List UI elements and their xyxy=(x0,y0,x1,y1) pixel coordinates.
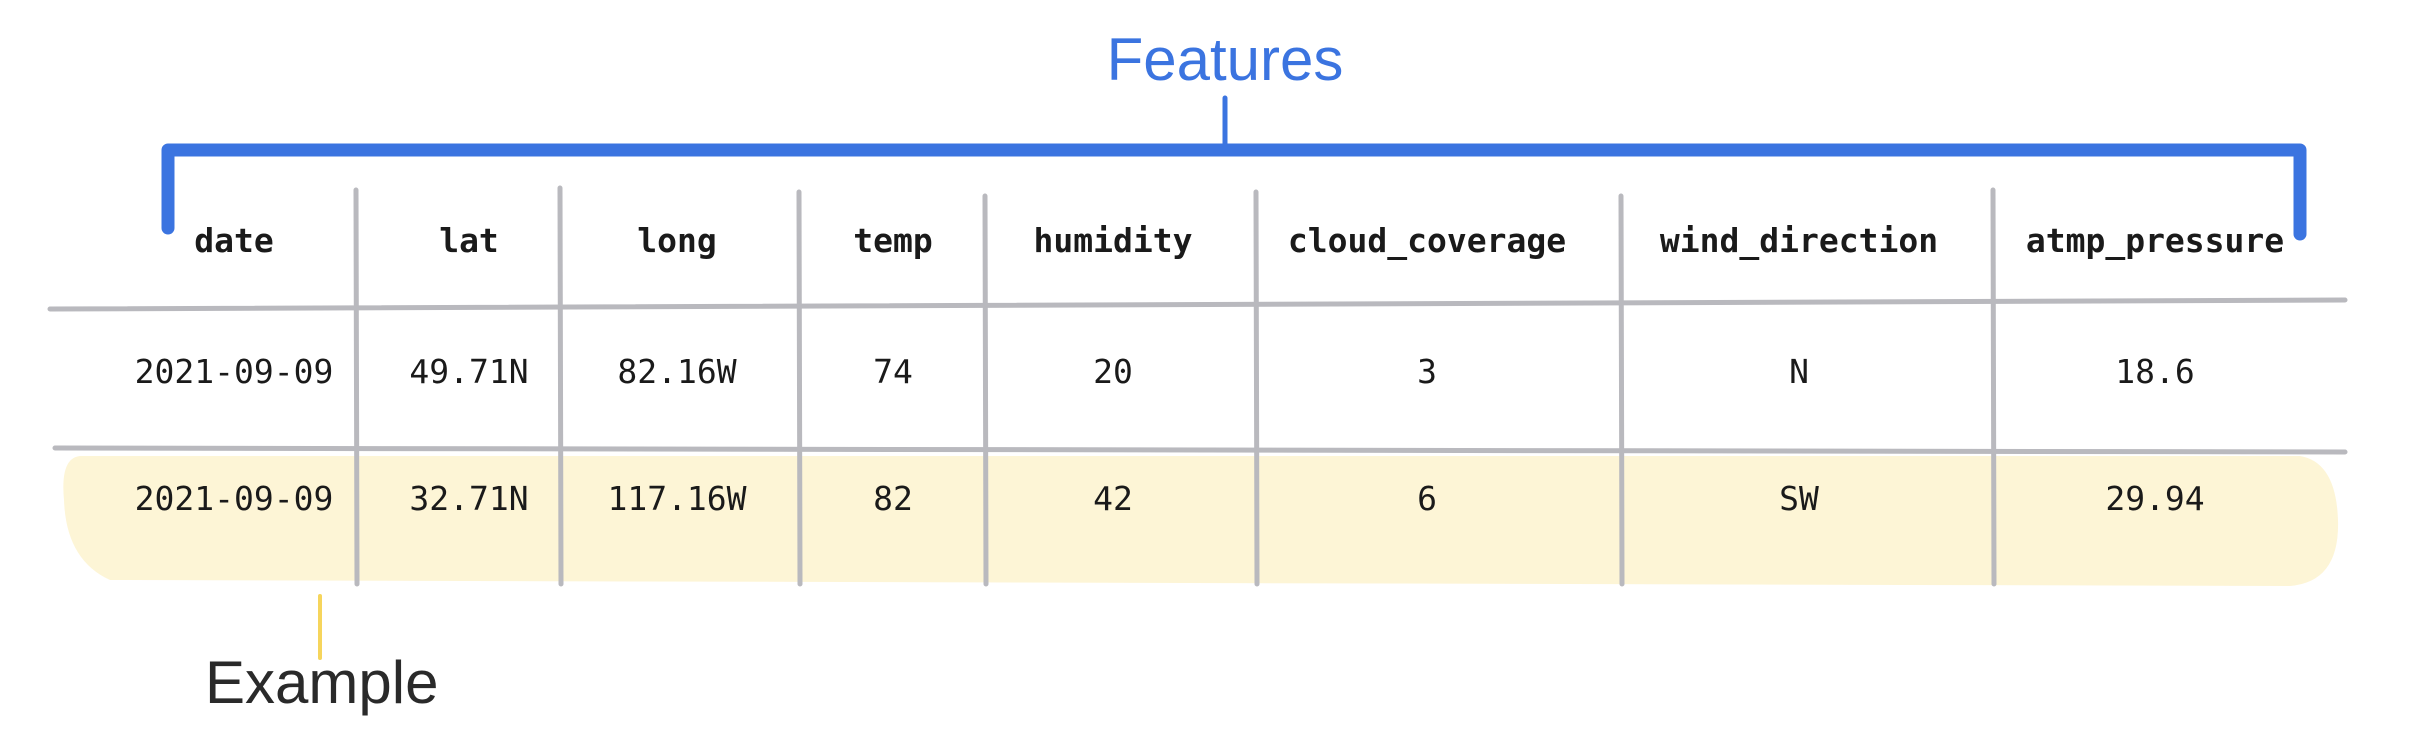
table-cell: 18.6 xyxy=(2115,352,2195,391)
example-cell: 32.71N xyxy=(409,479,529,518)
table-cell: 3 xyxy=(1417,352,1437,391)
column-divider-line xyxy=(1618,193,1625,587)
example-cell: 2021-09-09 xyxy=(134,479,334,518)
features-bracket xyxy=(161,143,2307,241)
table-cell: 74 xyxy=(873,352,913,391)
column-divider-line xyxy=(1253,189,1260,587)
example-cell: 6 xyxy=(1417,479,1437,518)
example-cell: 29.94 xyxy=(2105,479,2205,518)
example-cell: SW xyxy=(1779,479,1819,518)
table-cell: 49.71N xyxy=(409,352,529,391)
column-header: humidity xyxy=(1033,221,1193,260)
column-divider-line xyxy=(982,193,989,587)
features-label: Features xyxy=(1106,26,1344,93)
example-cell: 42 xyxy=(1093,479,1133,518)
example-row-highlight xyxy=(63,456,2339,586)
column-header: wind_direction xyxy=(1659,221,1939,260)
column-divider-line xyxy=(796,189,803,587)
column-header: long xyxy=(637,221,717,260)
table-cell: 20 xyxy=(1093,352,1133,391)
column-divider-line xyxy=(1990,187,1997,587)
table-cell: 82.16W xyxy=(617,352,737,391)
example-cell: 82 xyxy=(873,479,913,518)
column-divider-line xyxy=(557,185,564,587)
column-header: date xyxy=(194,221,274,260)
example-label: Example xyxy=(205,649,439,716)
table-cell: 2021-09-09 xyxy=(134,352,334,391)
table-cell: N xyxy=(1789,352,1809,391)
column-header: cloud_coverage xyxy=(1287,221,1567,260)
column-header: temp xyxy=(853,221,933,260)
column-header: atmp_pressure xyxy=(2025,221,2285,260)
row-divider-line xyxy=(52,445,2348,455)
header-divider-line xyxy=(47,297,2348,312)
column-divider-line xyxy=(353,187,360,587)
column-header: lat xyxy=(439,221,499,260)
example-cell: 117.16W xyxy=(607,479,747,518)
